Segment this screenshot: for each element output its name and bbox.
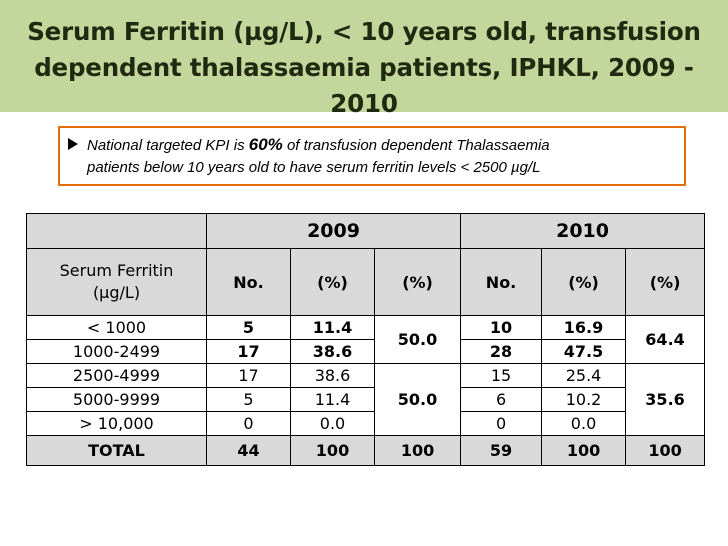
count-2010-cell: 10 [460, 315, 543, 340]
col-header-pct-2010: (%) [541, 248, 627, 316]
col-header-pct-2009: (%) [290, 248, 375, 316]
total-row: TOTAL 44 100 100 59 100 100 [26, 435, 706, 466]
pct-2010-cell: 16.9 [541, 315, 627, 340]
count-2010-cell: 0 [460, 411, 543, 436]
row-header-line-1: Serum Ferritin [59, 261, 174, 280]
range-cell: > 10,000 [26, 411, 207, 436]
count-2010-cell: 28 [460, 339, 543, 364]
pct-2010-cell: 10.2 [541, 387, 627, 412]
ferritin-table: 2009 2010 Serum Ferritin (µg/L) No. (%) … [26, 213, 706, 466]
kpi-box: National targeted KPI is 60% of transfus… [58, 126, 686, 186]
total-count-2010: 59 [460, 435, 543, 466]
title-band [0, 0, 728, 112]
row-header-line-2: (µg/L) [92, 283, 141, 302]
bullet-arrow-icon [68, 138, 78, 150]
pct-2009-cell: 0.0 [290, 411, 375, 436]
count-2010-cell: 6 [460, 387, 543, 412]
table-row: 2500-4999 17 38.6 50.0 15 25.4 35.6 [26, 363, 706, 436]
kpi-line-1: National targeted KPI is 60% of transfus… [87, 134, 677, 157]
total-grouppct-2009: 100 [373, 435, 462, 466]
group-below-2500-2010: 64.4 [625, 315, 706, 364]
col-header-no-2010: No. [460, 248, 543, 316]
range-cell: 5000-9999 [26, 387, 207, 412]
range-cell: 1000-2499 [26, 339, 207, 364]
table-row: 1000-2499 17 38.6 28 47.5 [26, 339, 705, 364]
total-pct-2009: 100 [290, 435, 375, 466]
col-header-grouppct-2009: (%) [373, 248, 462, 316]
year-2010-header: 2010 [460, 213, 706, 249]
title-line-1: Serum Ferritin (µg/L), < 10 years old, t… [27, 17, 701, 46]
pct-2009-cell: 11.4 [290, 387, 375, 412]
count-2009-cell: 17 [206, 363, 291, 388]
kpi-text: National targeted KPI is 60% of transfus… [87, 134, 677, 179]
group-above-2500-2010: 35.6 [625, 363, 706, 436]
year-2009-header: 2009 [205, 213, 462, 249]
pct-2010-cell: 0.0 [541, 411, 627, 436]
total-label: TOTAL [26, 435, 207, 466]
column-header-row: Serum Ferritin (µg/L) No. (%) (%) No. (%… [26, 248, 706, 316]
kpi-after: of transfusion dependent Thalassaemia [282, 137, 550, 154]
total-pct-2010: 100 [541, 435, 627, 466]
pct-2010-cell: 47.5 [541, 339, 627, 364]
table-row: 5000-9999 5 11.4 6 10.2 [26, 387, 705, 412]
group-above-2500-2009: 50.0 [373, 363, 462, 436]
pct-2009-cell: 11.4 [290, 315, 375, 340]
range-cell: < 1000 [26, 315, 207, 340]
range-cell: 2500-4999 [26, 363, 207, 388]
year-header-row: 2009 2010 [26, 213, 706, 249]
count-2009-cell: 0 [206, 411, 291, 436]
title-line-2: dependent thalassaemia patients, IPHKL, … [34, 53, 694, 118]
col-header-no-2009: No. [206, 248, 291, 316]
count-2010-cell: 15 [460, 363, 543, 388]
table-row: < 1000 5 11.4 50.0 10 16.9 64.4 [26, 315, 706, 364]
pct-2009-cell: 38.6 [290, 363, 375, 388]
count-2009-cell: 5 [206, 387, 291, 412]
kpi-line-2: patients below 10 years old to have seru… [87, 159, 541, 176]
table-row: > 10,000 0 0.0 0 0.0 [26, 411, 705, 436]
group-below-2500-2009: 50.0 [373, 315, 462, 364]
slide-title: Serum Ferritin (µg/L), < 10 years old, t… [0, 14, 728, 122]
corner-cell [26, 213, 207, 249]
total-grouppct-2010: 100 [625, 435, 706, 466]
count-2009-cell: 5 [206, 315, 291, 340]
kpi-highlight: 60% [248, 135, 283, 154]
row-header-label: Serum Ferritin (µg/L) [26, 248, 207, 316]
col-header-grouppct-2010: (%) [625, 248, 706, 316]
total-count-2009: 44 [206, 435, 291, 466]
count-2009-cell: 17 [206, 339, 291, 364]
pct-2009-cell: 38.6 [290, 339, 375, 364]
pct-2010-cell: 25.4 [541, 363, 627, 388]
kpi-before: National targeted KPI is [87, 137, 249, 154]
